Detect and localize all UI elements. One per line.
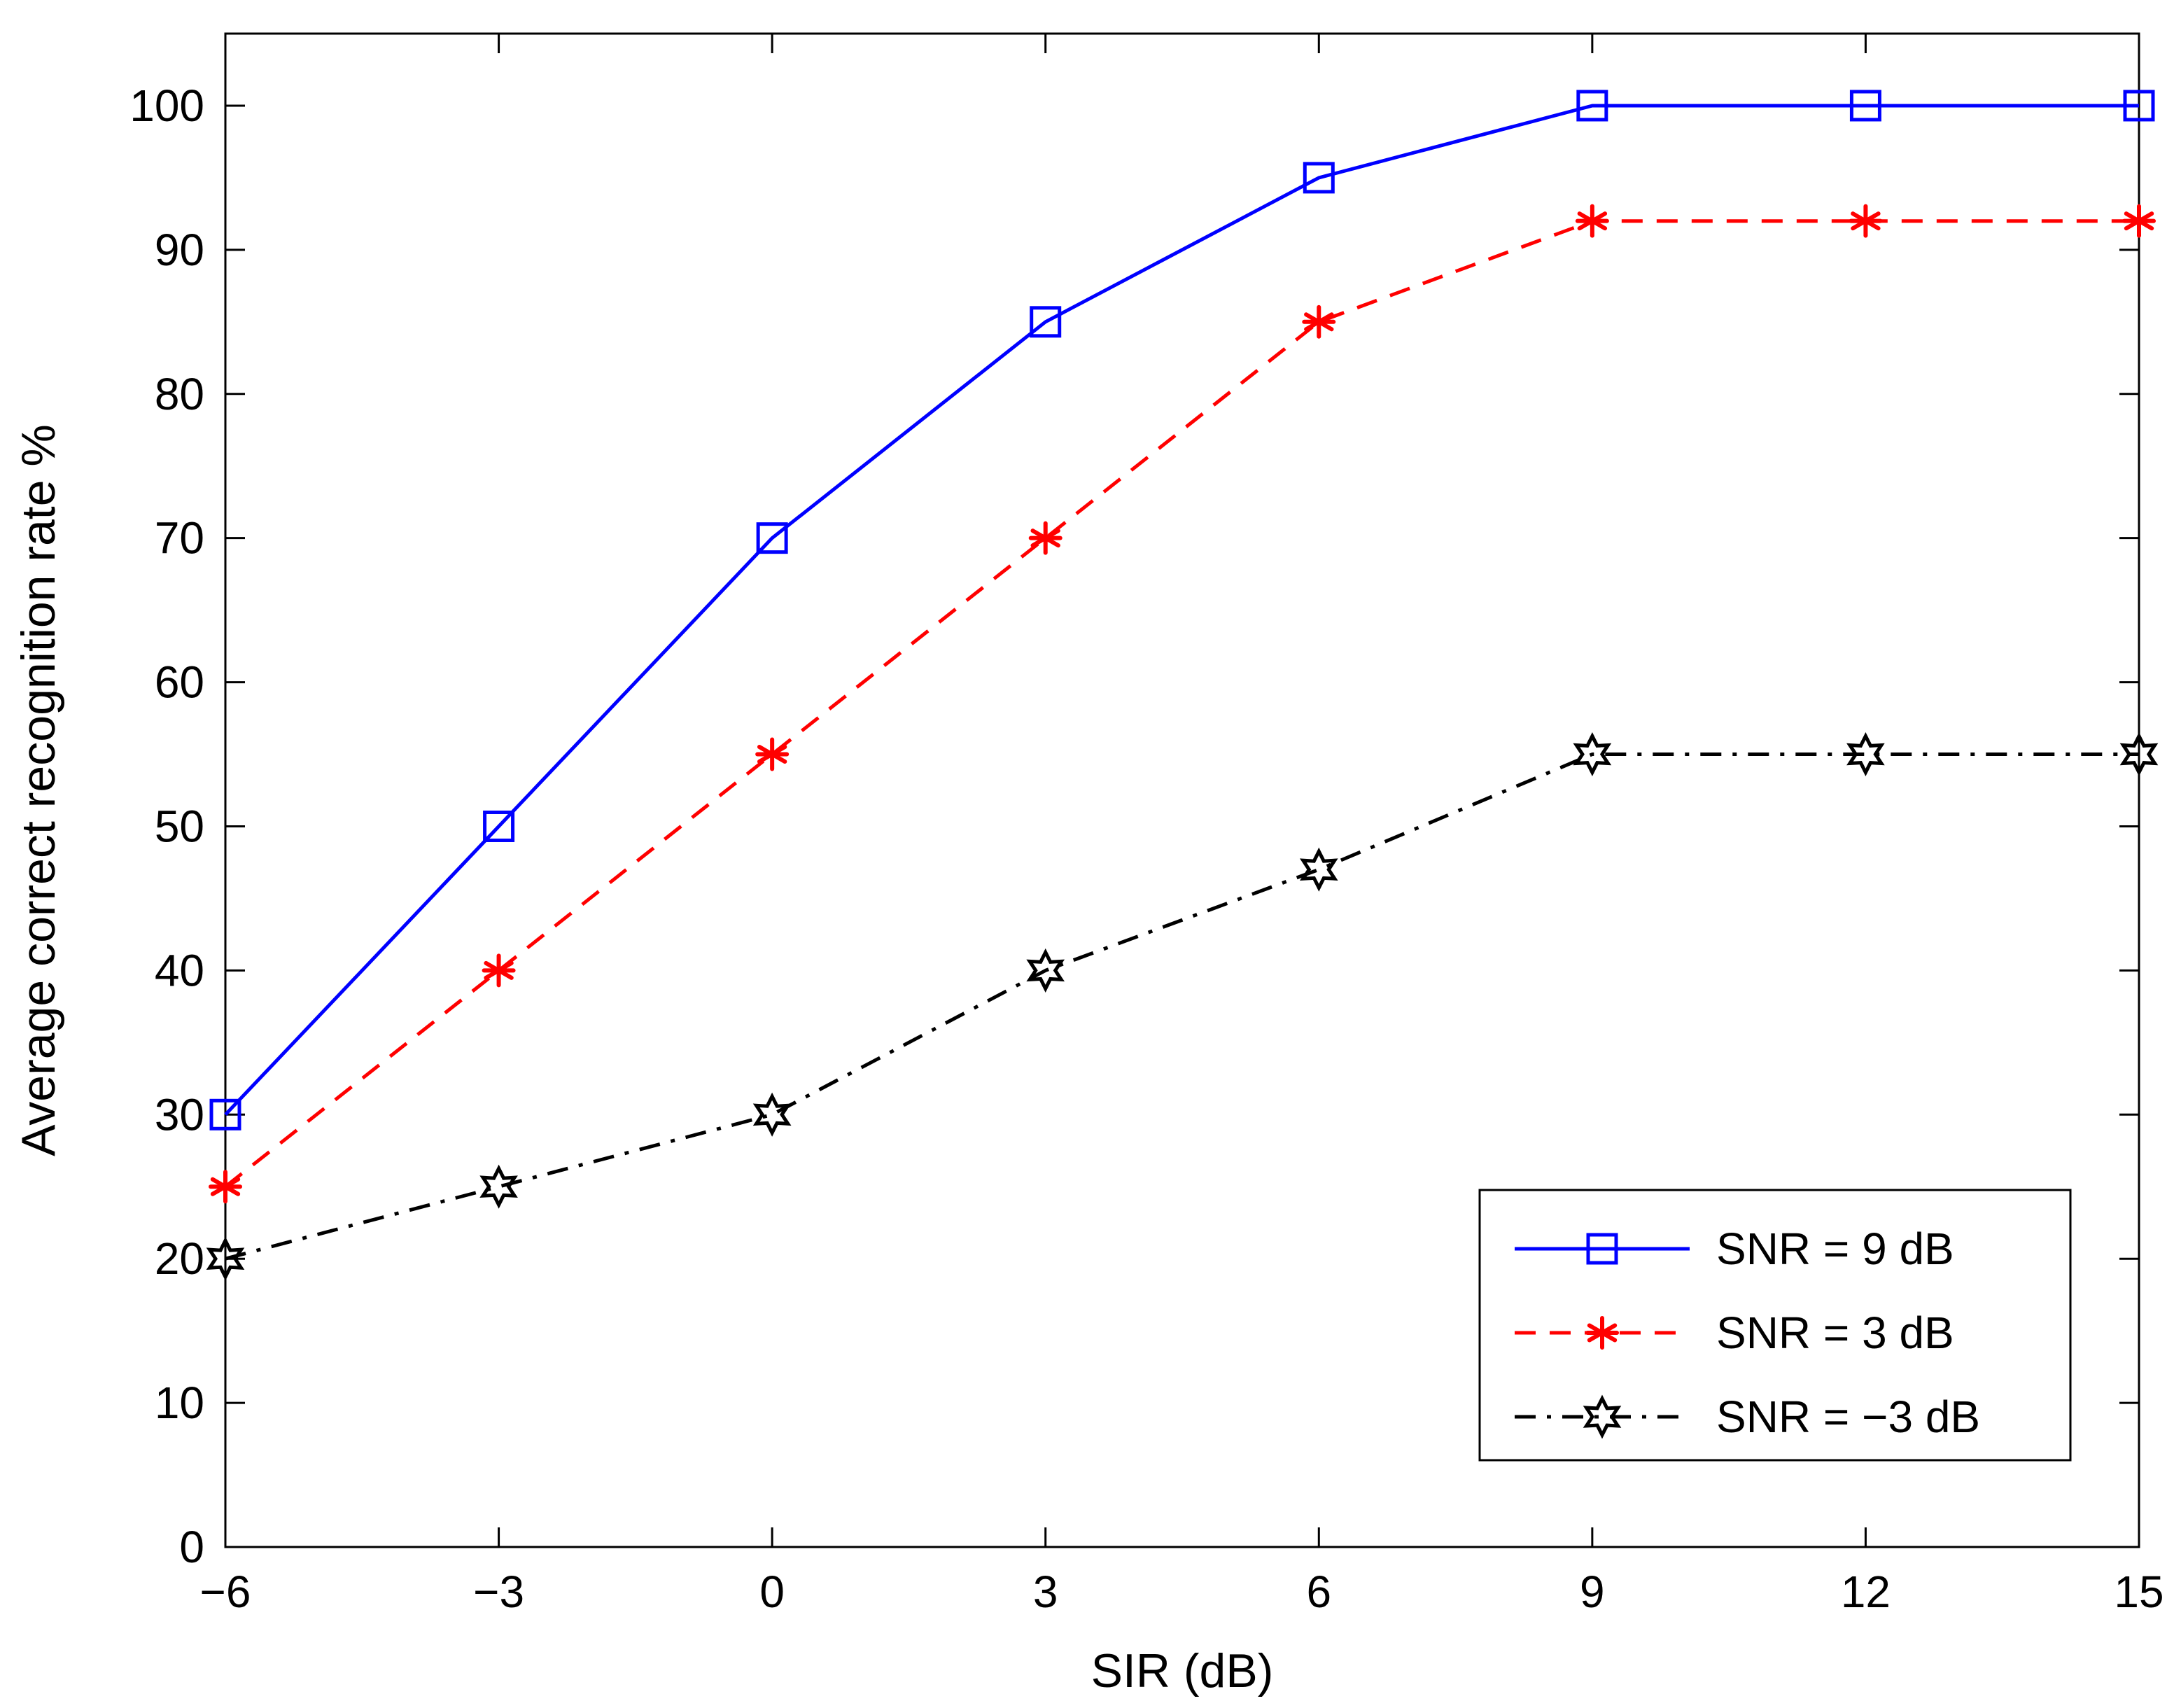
legend-marker [1586,1233,1618,1265]
series-2-line [225,752,2139,1261]
series-1-group [209,204,2156,1204]
x-tick-label: 3 [1033,1567,1058,1617]
x-axis-title: SIR (dB) [1091,1644,1274,1698]
series-1-point [1302,304,1336,339]
series-2-point [479,1164,518,1209]
series-0-point [1303,162,1335,194]
y-tick-label: 0 [179,1522,204,1572]
y-axis-title: Average correct recognition rate % [12,424,65,1156]
series-0-line [224,104,2139,1116]
y-tick-label: 30 [155,1089,204,1140]
x-tick-label: −6 [200,1567,251,1617]
series-2-point [1299,847,1338,892]
series-2-point [1026,948,1065,993]
series-1-point [1028,521,1063,555]
series-0-point [1849,90,1881,122]
series-1-point [2122,204,2156,238]
x-tick-label: 9 [1580,1567,1605,1617]
y-tick-label: 10 [155,1378,204,1428]
series-0-point [2123,90,2155,122]
series-0-group [209,90,2155,1130]
series-2-point [752,1092,792,1137]
legend: SNR = 9 dB SNR = 3 dB SNR = −3 dB [1478,1189,2072,1462]
y-tick-label: 100 [129,80,204,131]
plot-area-frame [224,32,2140,1548]
series-1-point [1849,204,1883,238]
series-1-point [209,1170,242,1204]
plot-layer: −6 −3 0 3 6 9 12 15 0 10 20 30 40 50 60 70 80 90 100 SIR (d… [12,32,2164,1698]
y-tick-label: 20 [155,1233,204,1284]
x-tick-label: 0 [759,1567,785,1617]
x-tick-label: 6 [1306,1567,1331,1617]
series-1-point [482,953,516,988]
y-tick-label: 60 [155,657,204,708]
series-0-point [483,810,515,842]
series-0-point [1030,306,1062,338]
series-2-point [1846,732,1885,777]
series-0-point [209,1098,241,1130]
x-tick-label: −3 [473,1567,524,1617]
x-tick-label: 12 [1841,1567,1891,1617]
legend-marker [1583,1394,1622,1439]
y-tick-label: 80 [155,369,204,419]
legend-label: SNR = 9 dB [1716,1224,1954,1274]
series-1-point [755,737,790,771]
series-2-point [1573,732,1612,777]
series-2-point [206,1236,245,1281]
y-tick-label: 90 [155,225,204,275]
y-tick-label: 50 [155,801,204,851]
legend-label: SNR = 3 dB [1716,1308,1954,1358]
y-tick-label: 70 [155,513,204,564]
series-2-point [2119,732,2159,777]
series-0-point [1576,90,1608,122]
y-tick-label: 40 [155,945,204,995]
series-0-point [756,522,788,554]
legend-marker [1585,1316,1619,1350]
legend-label: SNR = −3 dB [1716,1392,1980,1442]
x-tick-label: 15 [2114,1567,2164,1617]
series-2-group [206,732,2159,1281]
series-1-point [1575,204,1609,238]
